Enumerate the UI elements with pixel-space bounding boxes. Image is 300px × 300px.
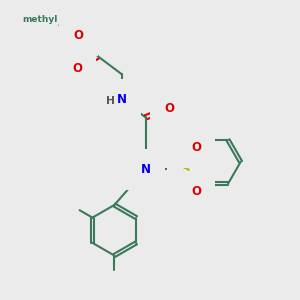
Text: H: H xyxy=(106,96,115,106)
Text: O: O xyxy=(191,140,201,154)
Text: methyl: methyl xyxy=(22,15,58,24)
Text: N: N xyxy=(140,163,151,176)
Text: O: O xyxy=(191,185,201,198)
Text: O: O xyxy=(164,102,174,115)
Text: N: N xyxy=(117,93,127,106)
Text: O: O xyxy=(72,62,82,75)
Text: O: O xyxy=(74,29,84,42)
Text: S: S xyxy=(182,163,190,176)
